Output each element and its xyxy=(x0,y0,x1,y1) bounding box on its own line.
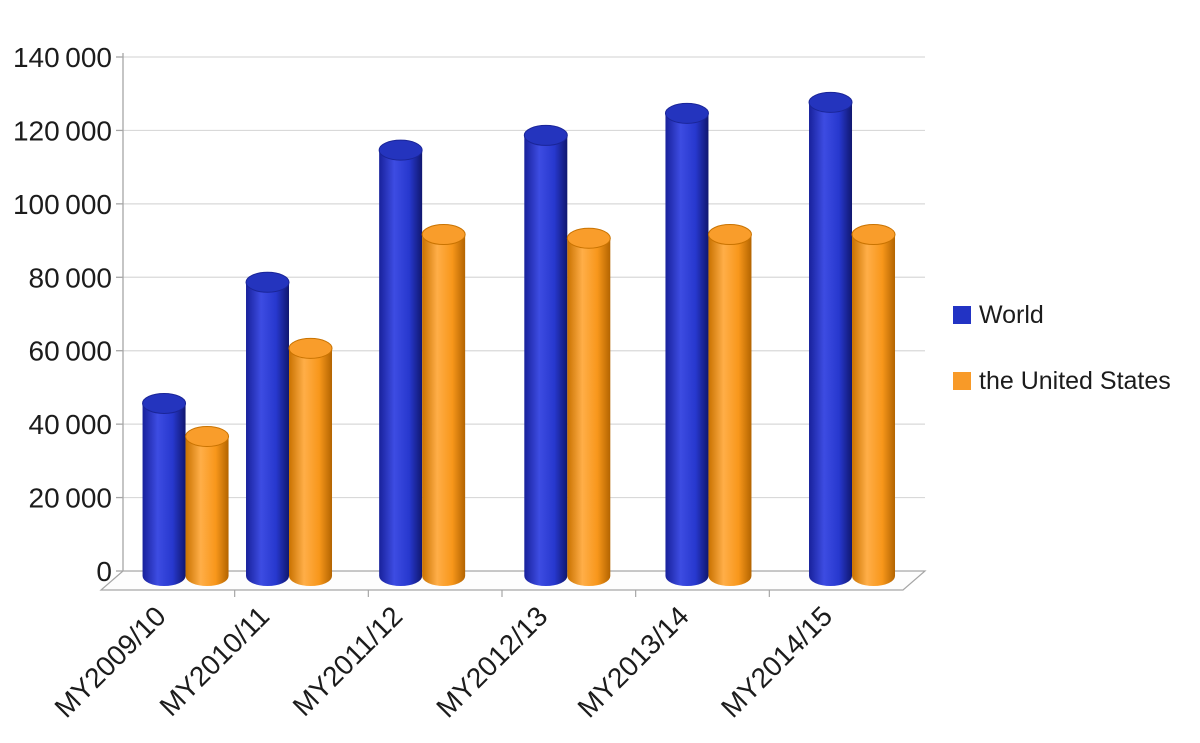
y-tick-label: 100 000 xyxy=(13,189,112,220)
y-tick-label: 140 000 xyxy=(13,42,112,73)
y-axis-labels: 0 20 000 40 000 60 000 80 000 100 000 120 000 1… xyxy=(13,42,112,587)
legend-swatch xyxy=(953,372,971,390)
legend-swatch xyxy=(953,306,971,324)
legend: World the United States xyxy=(953,301,1171,395)
bar-us-1 xyxy=(289,348,333,586)
bar-top-world-5 xyxy=(808,91,853,113)
legend-item-world: World xyxy=(953,301,1044,329)
y-tick-label: 120 000 xyxy=(13,115,112,146)
y-tick-label: 0 xyxy=(96,556,112,587)
bar-us-3 xyxy=(567,238,611,586)
x-category-label: MY2014/15 xyxy=(715,600,838,723)
bar-top-us-1 xyxy=(288,337,333,359)
x-category-label: MY2009/10 xyxy=(49,600,172,723)
x-category-label: MY2012/13 xyxy=(430,600,553,723)
bar-world-4 xyxy=(665,113,709,587)
bar-world-3 xyxy=(524,135,568,586)
bar-top-world-0 xyxy=(142,392,187,414)
bar-us-5 xyxy=(852,234,896,587)
bar-world-2 xyxy=(379,150,423,586)
bar-top-us-2 xyxy=(421,224,466,246)
bar-top-world-2 xyxy=(378,139,423,161)
bar-world-5 xyxy=(809,102,853,586)
x-category-label: MY2011/12 xyxy=(287,600,409,722)
legend-item-united-states: the United States xyxy=(953,367,1171,395)
bar-world-0 xyxy=(142,403,186,586)
bar-us-4 xyxy=(708,234,752,587)
bar-world-1 xyxy=(246,282,290,586)
legend-label: World xyxy=(979,301,1044,329)
bar-top-world-3 xyxy=(523,124,568,146)
bar-top-us-0 xyxy=(185,425,230,447)
bar-top-us-5 xyxy=(851,224,896,246)
bars xyxy=(142,91,896,587)
bar-top-us-4 xyxy=(707,224,752,246)
gridlines xyxy=(116,56,925,572)
legend-label: the United States xyxy=(979,367,1171,395)
y-tick-label: 40 000 xyxy=(29,409,112,440)
bar-top-world-1 xyxy=(245,271,290,293)
x-category-label: MY2013/14 xyxy=(572,600,695,723)
x-category-label: MY2010/11 xyxy=(154,600,276,722)
bar-us-0 xyxy=(185,436,229,586)
bar-us-2 xyxy=(422,234,466,587)
bar-top-world-4 xyxy=(664,102,709,124)
y-tick-label: 60 000 xyxy=(29,336,112,367)
y-tick-label: 80 000 xyxy=(29,262,112,293)
bar-top-us-3 xyxy=(566,227,611,249)
y-tick-label: 20 000 xyxy=(29,483,112,514)
